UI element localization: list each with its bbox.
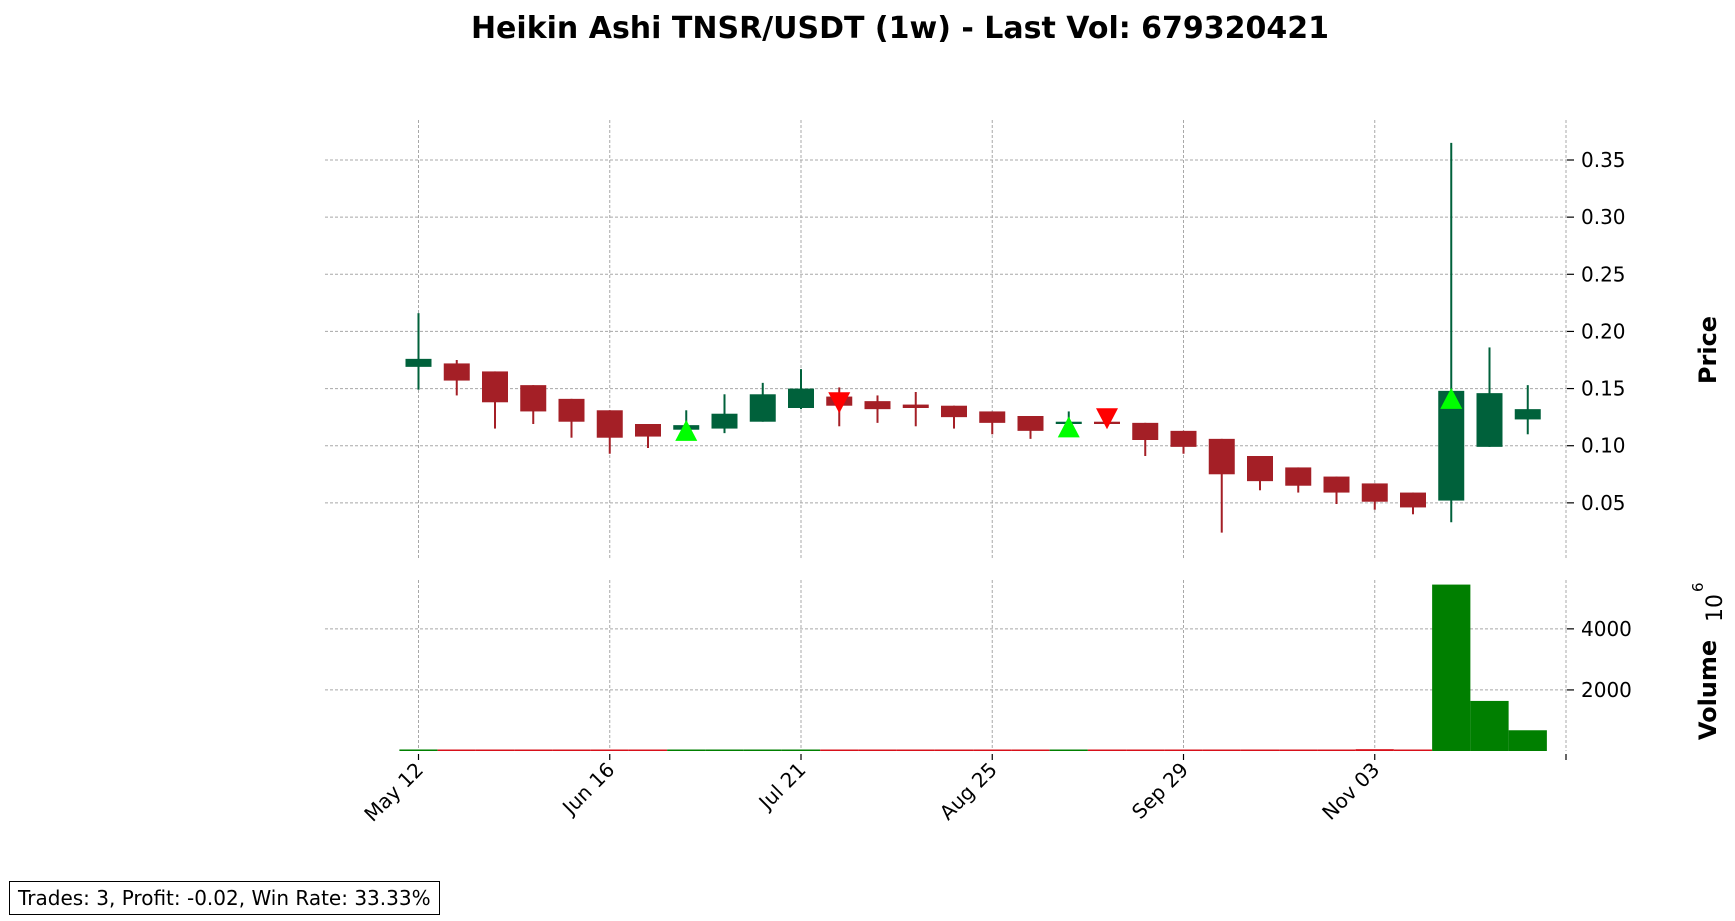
candle-body [979,411,1006,423]
candle-body [405,358,432,367]
candle-body [1285,467,1312,486]
x-tick-label: Aug 25 [935,758,1002,825]
trade-stats-box: Trades: 3, Profit: -0.02, Win Rate: 33.3… [9,881,440,915]
candle-body [1208,438,1235,475]
candle-body [1132,422,1159,440]
volume-bar [514,749,553,751]
x-tick-label: Nov 03 [1317,758,1384,825]
price-tick-label: 0.30 [1581,205,1626,229]
volume-bar [705,749,744,751]
volume-tick-label: 4000 [1581,617,1632,641]
volume-bar [399,749,438,751]
price-tick-label: 0.10 [1581,434,1626,458]
volume-tick-label: 2000 [1581,678,1632,702]
volume-multiplier-exp: 6 [1689,582,1707,592]
candle-body [1017,416,1044,431]
buy-signal-marker [1057,416,1080,438]
volume-bar [934,749,974,751]
candle-body [1514,409,1541,420]
x-tick-label: Jul 21 [753,758,811,816]
x-tick-label: May 12 [359,758,428,827]
volume-bar [590,749,629,751]
candle-body [482,371,508,403]
volume-bar [628,749,668,751]
trade-signals [675,387,1463,441]
candle-body [788,388,814,408]
grid [325,120,1567,751]
candle-body [1476,393,1503,447]
volume-bar [1202,749,1241,751]
sell-signal-marker [1096,408,1118,430]
candle-body [1438,390,1465,501]
volume-bar [1355,749,1394,751]
candle-body [1247,456,1273,482]
candle-body [1323,476,1350,493]
volume-bars [399,584,1547,751]
price-tick-label: 0.25 [1581,262,1626,286]
volume-bar [1126,749,1165,751]
buy-signal-marker [1440,387,1463,409]
candle-body [711,413,738,429]
price-tick-label: 0.20 [1581,319,1626,343]
volume-bar [1240,749,1280,751]
candle-body [635,424,661,437]
candle-body [520,385,547,412]
price-tick-label: 0.35 [1581,148,1626,172]
price-axis-label: Price [1694,316,1722,384]
volume-bar [1432,584,1471,751]
volume-bar [1470,700,1509,751]
volume-bar [743,749,782,751]
volume-bar [896,749,935,751]
buy-signal-marker [675,419,698,441]
candles [405,142,1541,533]
price-tick-label: 0.05 [1581,491,1626,515]
volume-bar [1011,749,1050,751]
volume-bar [437,749,476,751]
volume-bar [1508,730,1547,751]
candle-body [941,405,967,418]
volume-bar [820,749,859,751]
volume-bar [1393,749,1433,751]
candle-body [596,410,623,438]
candle-body [749,394,776,422]
candle-body [1400,492,1426,508]
volume-bar [1164,749,1203,751]
volume-bar [1087,749,1127,751]
sell-signal-marker [828,392,851,414]
volume-bar [552,749,591,751]
chart-title: Heikin Ashi TNSR/USDT (1w) - Last Vol: 6… [471,11,1329,46]
volume-bar [1279,749,1318,751]
volume-axis-label: Volume [1694,640,1722,740]
x-tick-label: Jun 16 [556,758,619,821]
candle-body [902,404,929,408]
price-tick-label: 0.15 [1581,377,1626,401]
volume-multiplier-base: 10 [1703,594,1728,622]
volume-bar [475,749,515,751]
volume-bar [781,749,821,751]
volume-bar [1049,749,1088,751]
candle-body [443,363,470,381]
candle-body [1361,483,1388,502]
candle-body [864,401,891,410]
volume-bar [1317,749,1356,751]
x-tick-label: Sep 29 [1127,758,1193,824]
volume-bar [973,749,1012,751]
candle-body [1170,430,1197,447]
volume-bar [667,749,706,751]
volume-bar [858,749,897,751]
candle-body [558,398,585,422]
